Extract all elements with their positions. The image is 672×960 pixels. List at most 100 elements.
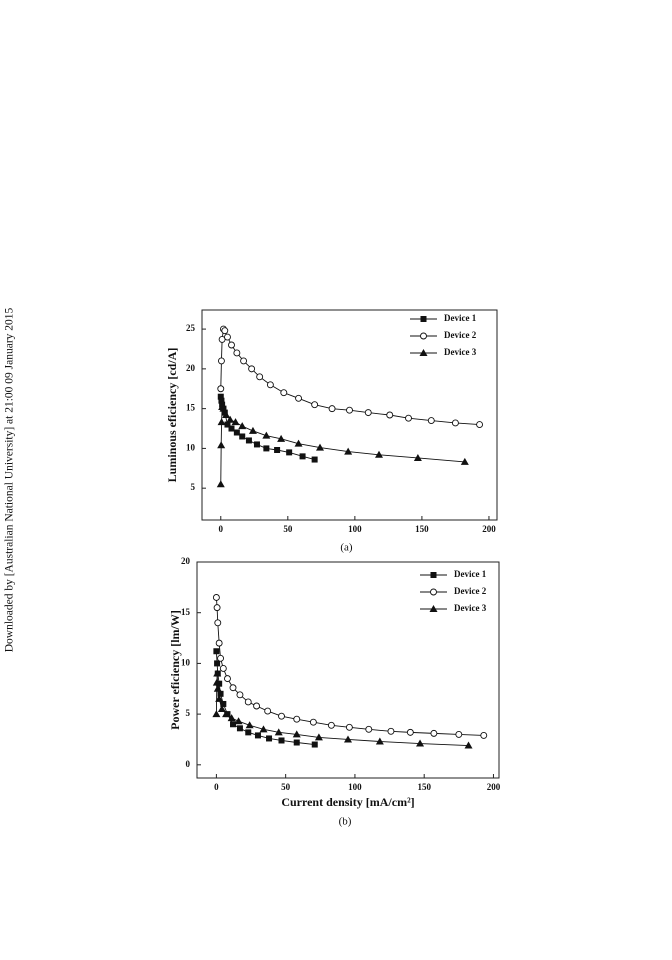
marker [346,406,353,414]
marker [327,721,335,729]
marker [240,357,248,365]
marker [263,445,270,452]
marker [430,729,438,737]
y-tick-label: 20 [186,363,196,373]
legend-label: Device 1 [444,313,477,323]
marker [217,418,226,426]
legend-label: Device 2 [444,330,477,340]
marker [266,381,274,389]
marker [386,411,394,419]
marker [295,394,302,402]
marker [213,669,222,677]
marker [375,450,383,458]
legend-label: Device 3 [454,603,487,613]
series-line [215,597,484,736]
marker [316,443,324,451]
legend-marker [430,588,437,596]
marker [262,431,271,439]
y-tick-label: 25 [186,323,196,333]
marker [259,725,268,733]
series-line [215,673,469,746]
marker [274,447,281,453]
legend-label: Device 3 [444,347,477,357]
marker [228,425,235,432]
marker [427,417,435,425]
y-tick-label: 5 [186,708,191,718]
y-axis-label: Luminous eficiency [cd/A] [165,348,179,483]
x-tick-label: 200 [482,524,496,534]
marker [286,449,293,456]
marker [311,741,318,748]
marker [238,422,247,430]
marker [224,675,231,683]
x-tick-label: 50 [283,524,293,534]
marker [314,733,323,741]
marker [406,728,414,736]
x-tick-label: 150 [417,782,431,792]
marker [345,723,353,731]
x-tick-label: 150 [415,524,429,534]
marker [218,397,225,404]
marker [413,453,422,461]
marker [219,404,228,412]
x-tick-label: 100 [348,782,362,792]
marker [280,389,288,397]
marker [219,665,227,672]
marker [253,702,261,710]
marker [213,684,222,692]
marker [278,737,285,744]
marker [217,441,226,449]
marker [239,433,246,440]
marker [328,405,336,413]
marker [244,698,252,706]
x-tick-label: 0 [214,782,219,792]
marker [293,715,301,723]
marker [416,739,425,747]
plot-frame [196,561,500,779]
marker [217,385,225,393]
marker [224,333,231,341]
y-tick-label: 15 [186,403,196,413]
marker [245,437,252,444]
marker [480,731,488,739]
legend-marker [420,316,427,322]
marker [221,327,229,335]
marker [311,456,318,463]
marker [387,727,395,735]
legend-marker [429,605,438,612]
plot-frame [201,309,498,521]
marker [222,411,231,418]
x-axis-label: Current density [mA/cm²] [281,795,414,809]
marker [217,654,225,662]
marker [217,690,224,697]
marker [294,439,303,447]
marker [233,349,241,357]
y-tick-label: 0 [186,759,191,769]
marker [212,678,221,686]
marker [293,739,300,746]
marker [309,718,317,726]
marker [222,710,231,718]
marker [229,684,237,692]
marker [460,457,469,465]
marker [365,725,373,733]
marker [220,700,227,707]
marker [214,619,222,627]
x-tick-label: 0 [219,524,224,534]
marker [464,741,473,749]
marker [451,419,459,427]
marker [231,418,240,426]
marker [233,429,240,436]
caption: (b) [339,816,352,828]
marker [253,441,260,448]
x-tick-label: 200 [487,782,501,792]
marker [230,721,237,728]
marker [248,426,257,434]
marker [212,594,220,601]
caption: (a) [340,542,353,554]
y-tick-label: 20 [181,556,191,566]
marker [224,421,231,428]
marker [226,415,235,423]
marker [217,393,224,400]
